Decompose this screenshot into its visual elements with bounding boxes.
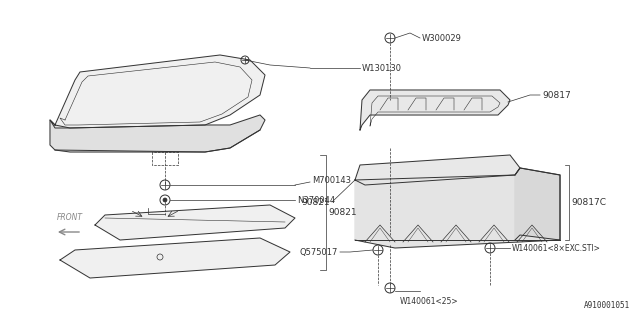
Text: W130130: W130130 — [362, 63, 402, 73]
Text: 90817C: 90817C — [571, 197, 606, 206]
Text: W140061<25>: W140061<25> — [400, 298, 459, 307]
Text: N370044: N370044 — [297, 196, 335, 204]
Polygon shape — [355, 155, 520, 185]
Text: A910001051: A910001051 — [584, 301, 630, 310]
Polygon shape — [60, 238, 290, 278]
Polygon shape — [95, 205, 295, 240]
Polygon shape — [50, 55, 265, 128]
Text: W300029: W300029 — [422, 34, 462, 43]
Text: W140061<8×EXC.STI>: W140061<8×EXC.STI> — [512, 244, 601, 252]
Text: 90821: 90821 — [328, 207, 356, 217]
Text: FRONT: FRONT — [57, 213, 83, 222]
Polygon shape — [360, 90, 510, 130]
Circle shape — [163, 198, 167, 202]
Text: Q575017: Q575017 — [300, 247, 338, 257]
Polygon shape — [50, 115, 265, 152]
Text: M700143: M700143 — [312, 175, 351, 185]
Polygon shape — [355, 168, 560, 248]
Text: 90821: 90821 — [301, 197, 330, 206]
Polygon shape — [515, 168, 560, 240]
Text: 90817: 90817 — [542, 91, 571, 100]
